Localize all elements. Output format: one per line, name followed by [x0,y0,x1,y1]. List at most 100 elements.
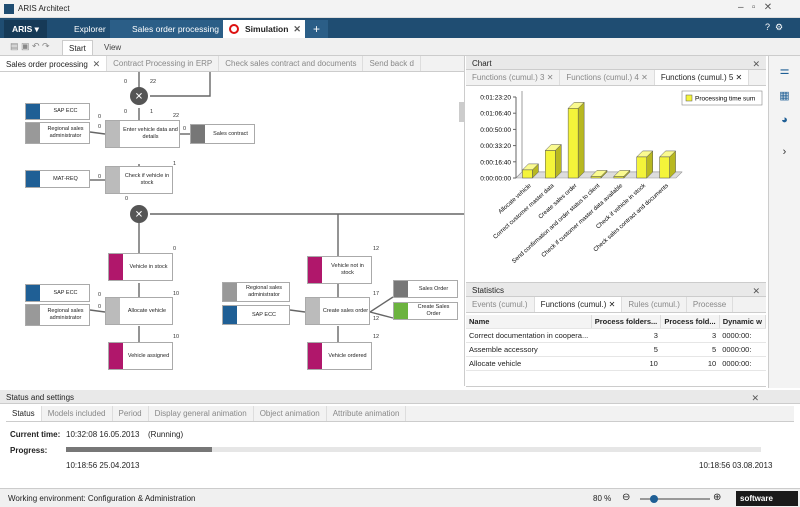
counter: 12 [373,246,380,252]
status-tab[interactable]: Period [113,406,149,421]
counter: 22 [150,79,157,85]
window-controls[interactable]: – ▫ ✕ [738,2,773,13]
sidebar: ⚌ ▦ ◕ › [768,56,800,388]
y-tick-label: 0:01:23:20 [480,95,511,102]
data-node[interactable]: Sales Order [393,280,458,298]
system-node[interactable]: SAP ECC [25,284,90,302]
counter: 12 [373,334,380,340]
table-row[interactable]: Correct documentation in coopera... 3 3 000… [466,328,766,343]
status-tab[interactable]: Status [6,406,42,421]
table-row[interactable]: Allocate vehicle 10 10 0000:00: [466,356,766,371]
function-node[interactable]: Enter vehicle data and details [105,120,180,148]
counter: 0 [183,126,187,132]
sidebar-icon[interactable]: ◕ [781,114,788,126]
document-node[interactable]: Sales contract [190,124,255,144]
status-tab[interactable]: Attribute animation [327,406,407,421]
bar [613,176,625,179]
statistics-table: Name Process folders... Process fold... … [466,315,766,371]
model-tab[interactable]: Sales order processing ✕ [0,56,108,71]
counter: 1 [173,161,177,167]
model-tab[interactable]: Check sales contract and documents [219,56,364,71]
function-node[interactable]: Check if vehicle in stock [105,166,173,194]
zoom-slider[interactable] [640,495,710,503]
counter: 1 [150,109,154,115]
table-cell: 0000:00: [719,342,766,357]
tab[interactable]: Explorer [52,20,114,38]
ribbon: ▤ ▣ ↶ ↷ Start View [0,38,800,56]
model-tab[interactable]: Contract Processing in ERP [107,56,220,71]
table-cell: 5 [591,342,661,357]
chart-tab[interactable]: Functions (cumul.) 3 ✕ [466,70,561,85]
table-row[interactable]: Assemble accessory 5 5 0000:00: [466,342,766,357]
sidebar-icon[interactable]: ⚌ [779,65,790,77]
stat-tab[interactable]: Rules (cumul.) [622,297,687,312]
zoom-out[interactable]: ⊖ [622,492,631,503]
zoom-in[interactable]: ⊕ [713,492,722,503]
chart: 0:00:00:00 0:00:16:40 0:00:33:20 0:00:50:00… [466,87,766,282]
environment: Working environment: Configuration & Adm… [8,494,196,503]
stat-tab[interactable]: Processe [687,297,734,312]
statistics-panel: Statistics ✕ Events (cumul.) Functions (c… [466,283,766,387]
role-node[interactable]: Regional sales administrator [25,304,90,326]
svg-text:✕: ✕ [135,92,143,103]
column-header[interactable]: Name [466,315,592,329]
function-node[interactable]: Allocate vehicle [105,297,173,325]
function-node[interactable]: Create sales order [305,297,370,325]
system-node[interactable]: MAT-REQ [25,170,90,188]
sidebar-expand[interactable]: › [782,146,787,158]
stat-tab[interactable]: Events (cumul.) [466,297,535,312]
model-tab[interactable]: Send back d [363,56,421,71]
counter: 0 [98,114,102,120]
counter: 0 [124,79,128,85]
ribbon-tab[interactable]: Start [62,40,93,55]
table-cell: 3 [591,328,661,343]
status-panel: Status and settings ✕ Status Models includ… [0,390,800,488]
help[interactable]: ? ⚙ [765,22,784,32]
counter: 10 [173,291,180,297]
y-tick-label: 0:00:33:20 [480,143,511,150]
status-tab[interactable]: Models included [42,406,113,421]
event-node[interactable]: Vehicle ordered [307,342,372,370]
system-node[interactable]: SAP ECC [25,103,90,120]
ribbon-tab[interactable]: View [104,43,122,52]
table-cell: 10 [591,356,661,371]
tab-label: Functions (cumul.) [540,300,607,309]
chart-tab[interactable]: Functions (cumul.) 4 ✕ [560,70,655,85]
chart-tabs: Functions (cumul.) 3 ✕ Functions (cumul.… [466,70,766,86]
y-tick-label: 0:00:00:00 [480,176,511,183]
aris-menu[interactable]: ARIS ▾ [4,20,47,38]
chart-tab[interactable]: Functions (cumul.) 5 ✕ [654,70,750,85]
tab[interactable]: Sales order processing [110,20,227,38]
menu-label: ARIS [12,24,33,34]
panel-header: Chart ✕ [466,56,766,70]
column-header[interactable]: Process folders... [591,315,662,329]
new-tab[interactable]: + [305,20,329,38]
counter: 22 [173,113,180,119]
role-node[interactable]: Regional sales administrator [25,122,90,144]
y-tick-label: 0:00:16:40 [480,159,511,166]
period-end: 10:18:56 03.08.2013 [699,461,773,470]
current-time: 10:32:08 16.05.2013 [66,430,140,439]
column-header[interactable]: Process fold... [660,315,720,329]
quick-icons[interactable]: ▤ ▣ ↶ ↷ [10,41,50,51]
role-node[interactable]: Regional sales administrator [222,282,290,302]
status-tab[interactable]: Object animation [254,406,327,421]
legend-label: Processing time sum [695,96,755,103]
event-node[interactable]: Vehicle not in stock [307,256,372,284]
table-cell: 3 [660,328,720,343]
label: Current time: [10,430,61,439]
stat-tab[interactable]: Functions (cumul.) ✕ [534,297,623,312]
brand: software [736,491,798,506]
tab-active[interactable]: Simulation ✕ [223,20,309,38]
sidebar-icon[interactable]: ▦ [779,90,790,102]
bar [567,108,579,179]
event-node[interactable]: Vehicle in stock [108,253,173,281]
legend-box [681,90,763,106]
column-header[interactable]: Dynamic w [719,315,766,329]
event-node[interactable]: Vehicle assigned [108,342,173,370]
diagram-connectors: ✕ ✕ [89,72,464,342]
system-node[interactable]: SAP ECC [222,305,290,325]
data-node[interactable]: Create Sales Order [393,302,458,320]
status-tab[interactable]: Display general animation [149,406,254,421]
